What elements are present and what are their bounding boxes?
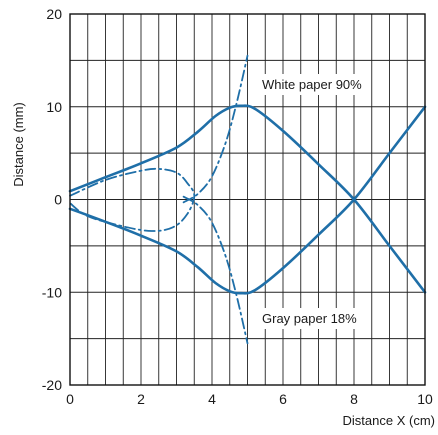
x-tick-label: 6 (279, 391, 287, 407)
y-axis-label: Distance (mm) (11, 102, 26, 187)
y-tick-label: -20 (42, 377, 62, 393)
dashdot-series-line (69, 167, 196, 232)
y-tick-label: 0 (54, 192, 62, 208)
x-tick-label: 2 (137, 391, 145, 407)
white-paper-label-box (257, 74, 368, 95)
x-tick-label: 4 (208, 391, 216, 407)
x-tick-label: 8 (350, 391, 358, 407)
dashdot-series-line (182, 195, 249, 345)
gray-paper-label: Gray paper 18% (262, 311, 357, 326)
x-axis-label: Distance X (cm) (343, 413, 435, 428)
y-tick-label: 10 (46, 99, 62, 115)
y-tick-label: -10 (42, 284, 62, 300)
grid (70, 14, 425, 385)
x-tick-label: 10 (417, 391, 433, 407)
white-paper-label: White paper 90% (262, 77, 362, 92)
gray-paper-label-box (257, 308, 363, 329)
series-layer (68, 54, 427, 345)
tick-labels: 0 2 4 6 8 10 20 10 0 -10 -20 (42, 6, 433, 407)
plot-frame (69, 13, 426, 386)
x-tick-label: 0 (66, 391, 74, 407)
dashdot-series-line (182, 54, 249, 204)
y-tick-label: 20 (46, 6, 62, 22)
